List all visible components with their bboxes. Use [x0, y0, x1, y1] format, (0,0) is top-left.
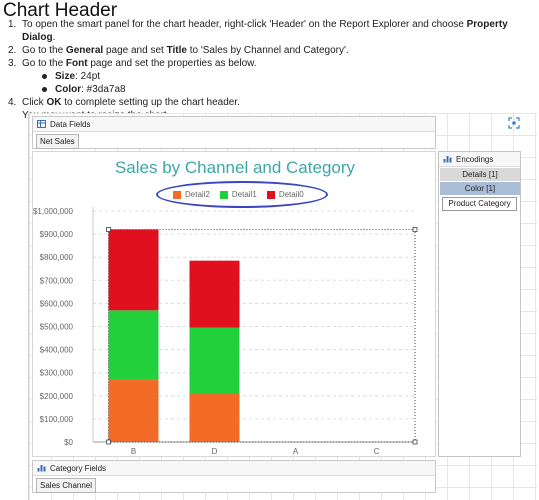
step-text: Go to the General page and set Title to … [22, 44, 349, 57]
step-1: 1. To open the smart panel for the chart… [8, 18, 538, 44]
bar-chart-icon [37, 465, 46, 472]
y-tick-label: $0 [64, 438, 73, 447]
chart-area[interactable]: Sales by Channel and Category Detail2 De… [32, 151, 436, 457]
report-designer: Data Fields Net Sales Sales by Channel a… [28, 113, 537, 500]
bar-detail2-d [189, 393, 240, 442]
legend-swatch [173, 190, 181, 199]
x-tick-label: B [131, 447, 136, 456]
step-text-part: page and set [103, 45, 167, 56]
bar-detail0-d [189, 260, 240, 328]
step-text-part: . [52, 32, 56, 43]
bar-chart-icon [443, 156, 452, 163]
step-text-part: to complete setting up the chart header. [61, 97, 240, 108]
legend-swatch [219, 190, 228, 199]
y-tick-label: $300,000 [40, 369, 74, 378]
y-tick-label: $100,000 [40, 415, 74, 424]
step-bold-term: Font [65, 58, 88, 69]
step-number: 3. [8, 58, 17, 69]
font-size-property: Size: 24pt [42, 70, 538, 83]
bullet [42, 87, 47, 92]
step-4: 4. Click OK to complete setting up the c… [8, 96, 538, 109]
legend-item-detail0: Detail0 [266, 190, 304, 199]
chart-plot: $0 $100,000 $200,000 $300,000 $400,000 $500,0… [33, 207, 418, 456]
legend-label: Detail1 [231, 190, 257, 199]
x-tick-label: A [293, 447, 299, 456]
scan-icon[interactable] [508, 117, 520, 129]
chart-legend: Detail2 Detail1 Detail0 [173, 190, 314, 199]
legend-label: Detail0 [278, 190, 304, 199]
property-label: Size [55, 71, 76, 82]
color-encoding[interactable]: Color [1] [440, 182, 520, 195]
step-text: To open the smart panel for the chart he… [22, 18, 538, 44]
step-3: 3. Go to the Font page and set the prope… [8, 57, 538, 70]
encodings-header: Encodings [439, 152, 520, 167]
product-category-field-chip[interactable]: Product Category [442, 197, 517, 211]
legend-label: Detail2 [185, 190, 210, 199]
bar-detail2-b [108, 379, 159, 442]
step-number: 1. [8, 19, 17, 30]
legend-highlight-oval [156, 181, 328, 208]
plot-selection-box [108, 228, 416, 443]
grid-icon [37, 120, 46, 128]
encodings-label: Encodings [456, 154, 494, 164]
bar-detail1-b [108, 310, 159, 380]
instruction-steps: 1. To open the smart panel for the chart… [8, 18, 538, 122]
data-fields-panel: Data Fields Net Sales [32, 116, 436, 149]
y-tick-label: $1,000,000 [33, 207, 74, 216]
net-sales-field-chip[interactable]: Net Sales [36, 134, 79, 149]
step-bold-term: General [65, 45, 104, 56]
selection-handle [106, 439, 111, 445]
y-tick-label: $600,000 [40, 299, 74, 308]
step-text: Click OK to complete setting up the char… [22, 96, 240, 109]
legend-item-detail2: Detail2 [173, 190, 210, 199]
y-tick-label: $700,000 [40, 276, 74, 285]
step-bold-term: OK [46, 97, 62, 108]
step-bold-term: Title [166, 45, 187, 56]
step-number: 4. [8, 97, 17, 108]
step-text-part: Click [22, 97, 47, 108]
y-tick-label: $500,000 [40, 323, 74, 332]
category-fields-label: Category Fields [50, 463, 107, 473]
step-text-part: page and set the properties as below. [87, 58, 257, 69]
details-encoding[interactable]: Details [1] [440, 168, 520, 181]
bar-detail1-d [189, 327, 240, 394]
property-label: Color [55, 84, 82, 95]
y-tick-label: $200,000 [40, 392, 74, 401]
x-tick-label: C [374, 447, 380, 456]
encodings-panel: Encodings Details [1] Color [1] Product … [438, 151, 521, 457]
y-tick-label: $800,000 [40, 253, 74, 262]
x-tick-label: D [212, 447, 218, 456]
step-number: 2. [8, 45, 17, 56]
step-text-part: Go to the [22, 45, 66, 56]
step-bold-term: Property Dialog [22, 19, 508, 43]
category-fields-panel: Category Fields Sales Channel [32, 460, 436, 493]
data-fields-label: Data Fields [50, 119, 91, 129]
y-tick-label: $900,000 [40, 230, 74, 239]
property-value: : 24pt [75, 71, 101, 82]
step-2: 2. Go to the General page and set Title … [8, 44, 538, 57]
selection-handle [412, 439, 418, 445]
doc-title: Chart Header [3, 0, 118, 21]
step-text-part: Go to the [22, 58, 66, 69]
sales-channel-field-chip[interactable]: Sales Channel [36, 478, 97, 493]
font-color-property: Color: #3da7a8 [42, 83, 538, 96]
category-fields-header: Category Fields [33, 461, 435, 476]
property-value: : #3da7a8 [81, 84, 126, 95]
bar-detail0-b [108, 229, 159, 311]
selection-handle [412, 227, 418, 232]
y-tick-label: $400,000 [40, 346, 74, 355]
chart-title[interactable]: Sales by Channel and Category [114, 158, 356, 177]
bullet [42, 74, 47, 79]
legend-swatch [266, 190, 275, 199]
data-fields-header: Data Fields [33, 117, 435, 132]
step-text-part: to 'Sales by Channel and Category'. [186, 45, 349, 56]
legend-item-detail1: Detail1 [219, 190, 257, 199]
step-text: Go to the Font page and set the properti… [22, 57, 257, 70]
step-text-part: To open the smart panel for the chart he… [22, 19, 467, 30]
selection-handle [106, 227, 111, 232]
